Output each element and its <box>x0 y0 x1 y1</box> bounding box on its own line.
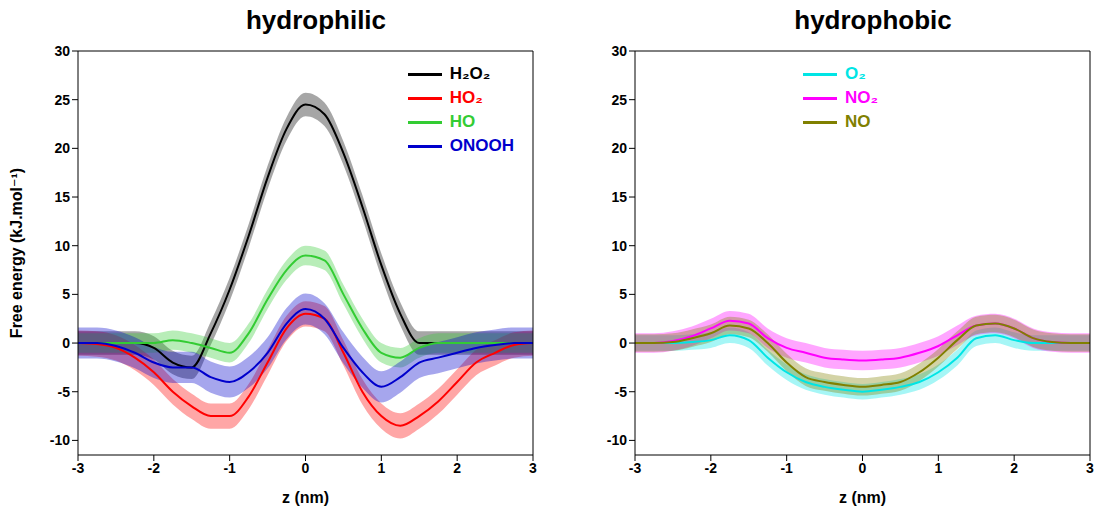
html-text:NO: NO <box>845 112 871 131</box>
svg-text:30: 30 <box>54 43 70 59</box>
svg-text:10: 10 <box>54 238 70 254</box>
svg-text:3: 3 <box>529 460 537 476</box>
svg-text:-1: -1 <box>780 460 793 476</box>
html-text:hydrophilic: hydrophilic <box>245 5 387 35</box>
svg-text:15: 15 <box>54 189 70 205</box>
svg-text:25: 25 <box>54 92 70 108</box>
svg-text:-3: -3 <box>629 460 642 476</box>
svg-text:3: 3 <box>1086 460 1094 476</box>
html-text:HO₂: HO₂ <box>449 88 483 107</box>
svg-text:5: 5 <box>62 286 70 302</box>
html-text:NO₂: NO₂ <box>845 88 879 107</box>
svg-text:5: 5 <box>619 286 627 302</box>
svg-text:0: 0 <box>859 460 867 476</box>
svg-text:20: 20 <box>54 140 70 156</box>
html-text:H₂O₂: H₂O₂ <box>449 64 491 83</box>
svg-text:-2: -2 <box>705 460 718 476</box>
svg-text:10: 10 <box>611 238 627 254</box>
svg-text:z (nm): z (nm) <box>282 489 329 506</box>
svg-text:2: 2 <box>1010 460 1018 476</box>
svg-text:20: 20 <box>611 140 627 156</box>
svg-text:30: 30 <box>611 43 627 59</box>
html-text:ONOOH: ONOOH <box>449 136 514 155</box>
svg-text:-2: -2 <box>148 460 161 476</box>
svg-text:-5: -5 <box>615 384 628 400</box>
svg-text:25: 25 <box>611 92 627 108</box>
html-text:hydrophobic: hydrophobic <box>794 5 952 35</box>
svg-text:-10: -10 <box>50 432 70 448</box>
svg-text:15: 15 <box>611 189 627 205</box>
svg-text:1: 1 <box>934 460 942 476</box>
svg-text:-5: -5 <box>58 384 71 400</box>
svg-text:z (nm): z (nm) <box>839 489 886 506</box>
svg-text:1: 1 <box>377 460 385 476</box>
svg-text:2: 2 <box>453 460 461 476</box>
svg-text:0: 0 <box>302 460 310 476</box>
svg-text:0: 0 <box>62 335 70 351</box>
svg-text:-10: -10 <box>607 432 627 448</box>
html-text:O₂: O₂ <box>845 64 866 83</box>
svg-text:-3: -3 <box>72 460 85 476</box>
svg-text:Free energy (kJ.mol⁻¹): Free energy (kJ.mol⁻¹) <box>8 168 25 338</box>
svg-text:-1: -1 <box>223 460 236 476</box>
svg-text:0: 0 <box>619 335 627 351</box>
html-text:HO: HO <box>449 112 476 131</box>
